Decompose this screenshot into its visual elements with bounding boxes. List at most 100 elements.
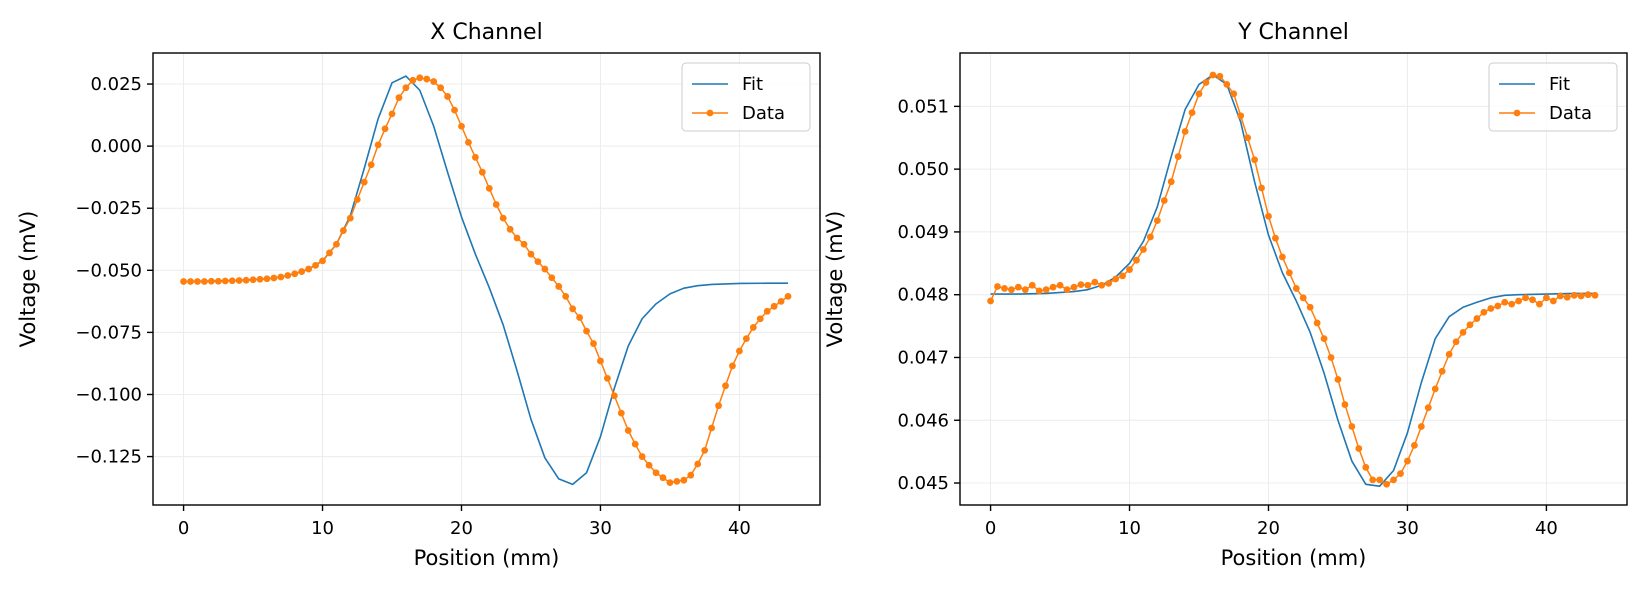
data-point (1327, 354, 1335, 361)
y-tick-label: −0.050 (75, 260, 142, 281)
data-point (673, 478, 681, 485)
series-line-fit (990, 74, 1596, 487)
data-point (402, 84, 410, 92)
y-tick-label: 0.049 (897, 222, 949, 243)
data-point (1153, 217, 1161, 225)
data-point (1272, 234, 1279, 242)
data-point (1230, 90, 1238, 98)
data-point (680, 476, 688, 484)
data-point (1577, 292, 1585, 300)
data-point (291, 270, 299, 278)
data-point (569, 305, 577, 313)
data-point (388, 110, 396, 118)
data-point (708, 424, 716, 432)
data-point (374, 141, 382, 149)
plot-frame (152, 52, 821, 506)
data-point (659, 474, 667, 482)
data-point (1008, 286, 1015, 294)
legend-label-fit: Fit (742, 74, 763, 95)
data-point (638, 453, 646, 460)
x-tick-label: 0 (985, 518, 996, 539)
data-point (249, 276, 257, 284)
data-point (1133, 256, 1140, 264)
chart-1: 0 10 20 30 40 0.051 0.050 0.049 0.048 0.047 0.046 0… (823, 20, 1628, 570)
data-point (1515, 297, 1523, 305)
data-point (499, 214, 507, 222)
plot-frame (959, 52, 1628, 506)
data-point (1299, 294, 1307, 302)
data-point (1237, 112, 1245, 120)
y-tick-label: −0.025 (75, 198, 142, 219)
data-point (1216, 72, 1224, 80)
series-line-data (989, 74, 1596, 486)
data-point (465, 139, 472, 146)
data-point (1549, 297, 1557, 305)
data-point (187, 278, 194, 285)
data-point (346, 214, 354, 222)
data-point (437, 84, 445, 92)
data-point (1244, 134, 1252, 142)
data-point (583, 327, 590, 335)
y-tick-label: 0.047 (897, 347, 949, 368)
data-point (1397, 470, 1404, 478)
data-point (1021, 286, 1029, 294)
data-point (485, 184, 493, 192)
data-point (284, 272, 292, 279)
data-point (1404, 457, 1411, 465)
data-point (610, 392, 618, 400)
data-point (1035, 287, 1043, 295)
data-point (298, 268, 306, 275)
x-tick-label: 40 (728, 518, 751, 539)
data-point (1466, 321, 1474, 329)
data-point (1570, 291, 1578, 299)
series-fit (990, 74, 1596, 487)
data-point (458, 122, 465, 130)
data-point (1306, 303, 1314, 311)
data-point (478, 168, 486, 176)
data-point (1320, 335, 1328, 343)
data-point (763, 307, 771, 315)
series-data (180, 74, 792, 487)
data-point (1348, 423, 1356, 430)
data-point (777, 297, 785, 305)
data-point (1445, 350, 1453, 358)
data-point (652, 469, 660, 477)
x-tick-label: 10 (1118, 518, 1141, 539)
data-point (180, 278, 187, 285)
data-point (987, 297, 994, 305)
legend-label-fit: Fit (1549, 74, 1570, 95)
data-point (1070, 283, 1078, 291)
data-point (256, 275, 264, 283)
data-point (1112, 275, 1120, 283)
x-tick-label: 20 (1257, 518, 1280, 539)
data-point (312, 261, 319, 269)
data-point (492, 201, 500, 208)
data-point (513, 234, 521, 242)
data-point (1313, 319, 1321, 327)
data-point (687, 471, 695, 479)
data-point (1091, 278, 1099, 286)
data-point (590, 340, 597, 347)
data-point (270, 274, 278, 282)
data-point (1543, 294, 1550, 302)
x-tick-label: 40 (1535, 518, 1558, 539)
data-point (694, 460, 702, 468)
data-point (395, 94, 403, 102)
legend-marker (1513, 109, 1521, 117)
data-point (541, 265, 549, 273)
legend-box (681, 62, 811, 132)
data-point (451, 106, 458, 114)
data-point (1105, 279, 1113, 287)
data-point (994, 283, 1001, 290)
y-axis-label: Voltage (mV) (16, 211, 40, 348)
data-point (1383, 480, 1391, 488)
data-point (360, 178, 368, 186)
data-point (235, 277, 243, 284)
data-point (1480, 308, 1488, 316)
data-point (506, 225, 514, 233)
series-data (987, 71, 1599, 488)
legend-marker (706, 109, 714, 117)
data-point (729, 362, 736, 370)
data-point (534, 258, 542, 266)
data-point (1376, 476, 1384, 484)
